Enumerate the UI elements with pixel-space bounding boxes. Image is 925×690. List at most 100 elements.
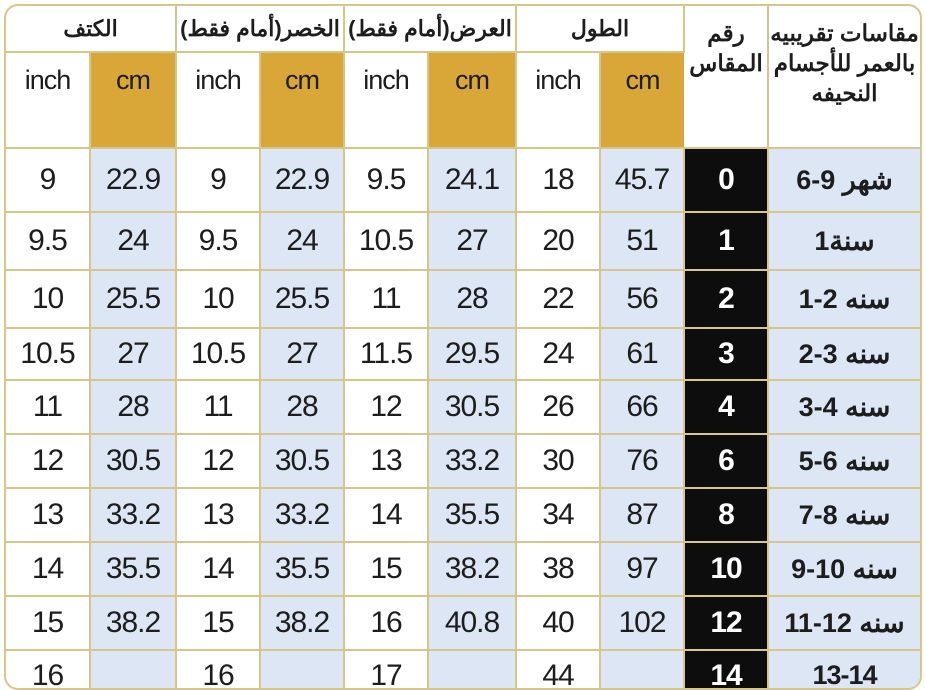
- waist-cm-cell: 25.5: [260, 270, 346, 329]
- shoulder-inch-cell: 9.5: [6, 212, 91, 271]
- waist-cm-cell: 22.9: [260, 148, 346, 213]
- size-number-cell: 6: [684, 434, 770, 489]
- age-range-cell: 11-12 سنه: [768, 596, 920, 651]
- length-cm-cell: 102: [600, 596, 686, 651]
- age-range-cell: 1-2 سنه: [768, 270, 920, 329]
- header-length: الطول: [516, 6, 686, 53]
- unit-cm: cm: [260, 52, 346, 149]
- waist-inch-cell: 12: [176, 434, 262, 489]
- waist-cm-cell: 38.2: [260, 596, 346, 651]
- length-cm-cell: 66: [600, 380, 686, 435]
- shoulder-inch-cell: 15: [6, 596, 91, 651]
- length-inch-cell: 26: [516, 380, 602, 435]
- width-cm-cell: 38.2: [428, 542, 518, 597]
- waist-cm-cell: 27: [260, 328, 346, 381]
- shoulder-cm-cell: [90, 650, 178, 688]
- width-inch-cell: 9.5: [344, 148, 430, 213]
- header-width: العرض(أمام فقط): [344, 6, 518, 53]
- age-range-cell: 7-8 سنه: [768, 488, 920, 543]
- header-size-number: رقم المقاس: [684, 6, 770, 149]
- waist-cm-cell: 24: [260, 212, 346, 271]
- shoulder-inch-cell: 16: [6, 650, 91, 688]
- shoulder-cm-cell: 24: [90, 212, 178, 271]
- header-waist: الخصر(أمام فقط): [176, 6, 346, 53]
- header-shoulder: الكتف: [6, 6, 178, 53]
- shoulder-cm-cell: 35.5: [90, 542, 178, 597]
- waist-cm-cell: 28: [260, 380, 346, 435]
- age-range-cell: 6-9 شهر: [768, 148, 920, 213]
- length-cm-cell: 87: [600, 488, 686, 543]
- table-row: 14 35.5 14 35.5 15 38.2 38 97 10 9-10 سنه: [6, 542, 920, 597]
- age-range-cell: 9-10 سنه: [768, 542, 920, 597]
- age-range-cell: 2-3 سنه: [768, 328, 920, 381]
- width-cm-cell: [428, 650, 518, 688]
- length-inch-cell: 34: [516, 488, 602, 543]
- waist-inch-cell: 9: [176, 148, 262, 213]
- table-row: 11 28 11 28 12 30.5 26 66 4 3-4 سنه: [6, 380, 920, 435]
- waist-cm-cell: 30.5: [260, 434, 346, 489]
- shoulder-inch-cell: 12: [6, 434, 91, 489]
- shoulder-inch-cell: 10: [6, 270, 91, 329]
- size-number-cell: 14: [684, 650, 770, 688]
- length-inch-cell: 30: [516, 434, 602, 489]
- header-age-sizes: مقاسات تقريبيه بالعمر للأجسام النحيفه: [768, 6, 920, 149]
- waist-inch-cell: 9.5: [176, 212, 262, 271]
- length-inch-cell: 22: [516, 270, 602, 329]
- waist-cm-cell: 35.5: [260, 542, 346, 597]
- header-unit-row: inch cm inch cm inch cm inch cm: [6, 52, 920, 149]
- table-row: 16 16 17 44 14 13-14: [6, 650, 920, 688]
- width-inch-cell: 10.5: [344, 212, 430, 271]
- width-inch-cell: 11: [344, 270, 430, 329]
- table-row: 10 25.5 10 25.5 11 28 22 56 2 1-2 سنه: [6, 270, 920, 329]
- shoulder-cm-cell: 38.2: [90, 596, 178, 651]
- shoulder-inch-cell: 10.5: [6, 328, 91, 381]
- width-cm-cell: 33.2: [428, 434, 518, 489]
- size-number-cell: 12: [684, 596, 770, 651]
- shoulder-inch-cell: 14: [6, 542, 91, 597]
- width-inch-cell: 15: [344, 542, 430, 597]
- shoulder-inch-cell: 11: [6, 380, 91, 435]
- table-row: 10.5 27 10.5 27 11.5 29.5 24 61 3 2-3 سنه: [6, 328, 920, 381]
- waist-inch-cell: 16: [176, 650, 262, 688]
- width-inch-cell: 13: [344, 434, 430, 489]
- shoulder-inch-cell: 9: [6, 148, 91, 213]
- size-table: الكتف الخصر(أمام فقط) العرض(أمام فقط) ال…: [6, 6, 920, 688]
- header-group-row: الكتف الخصر(أمام فقط) العرض(أمام فقط) ال…: [6, 6, 920, 149]
- age-range-cell: 5-6 سنه: [768, 434, 920, 489]
- size-chart: الكتف الخصر(أمام فقط) العرض(أمام فقط) ال…: [4, 4, 922, 690]
- size-number-cell: 8: [684, 488, 770, 543]
- length-cm-cell: 97: [600, 542, 686, 597]
- width-cm-cell: 28: [428, 270, 518, 329]
- waist-inch-cell: 14: [176, 542, 262, 597]
- length-inch-cell: 18: [516, 148, 602, 213]
- waist-inch-cell: 11: [176, 380, 262, 435]
- unit-cm: cm: [428, 52, 518, 149]
- age-range-cell: 13-14: [768, 650, 920, 688]
- unit-inch: inch: [176, 52, 262, 149]
- length-inch-cell: 40: [516, 596, 602, 651]
- shoulder-cm-cell: 33.2: [90, 488, 178, 543]
- width-inch-cell: 14: [344, 488, 430, 543]
- length-cm-cell: 51: [600, 212, 686, 271]
- width-cm-cell: 29.5: [428, 328, 518, 381]
- length-cm-cell: 61: [600, 328, 686, 381]
- size-number-cell: 3: [684, 328, 770, 381]
- waist-inch-cell: 15: [176, 596, 262, 651]
- length-inch-cell: 24: [516, 328, 602, 381]
- width-inch-cell: 17: [344, 650, 430, 688]
- age-range-cell: 1سنة: [768, 212, 920, 271]
- table-row: 13 33.2 13 33.2 14 35.5 34 87 8 7-8 سنه: [6, 488, 920, 543]
- length-cm-cell: 76: [600, 434, 686, 489]
- unit-inch: inch: [344, 52, 430, 149]
- waist-inch-cell: 13: [176, 488, 262, 543]
- width-cm-cell: 27: [428, 212, 518, 271]
- waist-cm-cell: [260, 650, 346, 688]
- table-row: 15 38.2 15 38.2 16 40.8 40 102 12 11-12 سنه: [6, 596, 920, 651]
- age-range-cell: 3-4 سنه: [768, 380, 920, 435]
- table-row: 9 22.9 9 22.9 9.5 24.1 18 45.7 0 6-9 شهر: [6, 148, 920, 213]
- waist-inch-cell: 10: [176, 270, 262, 329]
- width-cm-cell: 24.1: [428, 148, 518, 213]
- size-number-cell: 4: [684, 380, 770, 435]
- shoulder-cm-cell: 28: [90, 380, 178, 435]
- length-cm-cell: 56: [600, 270, 686, 329]
